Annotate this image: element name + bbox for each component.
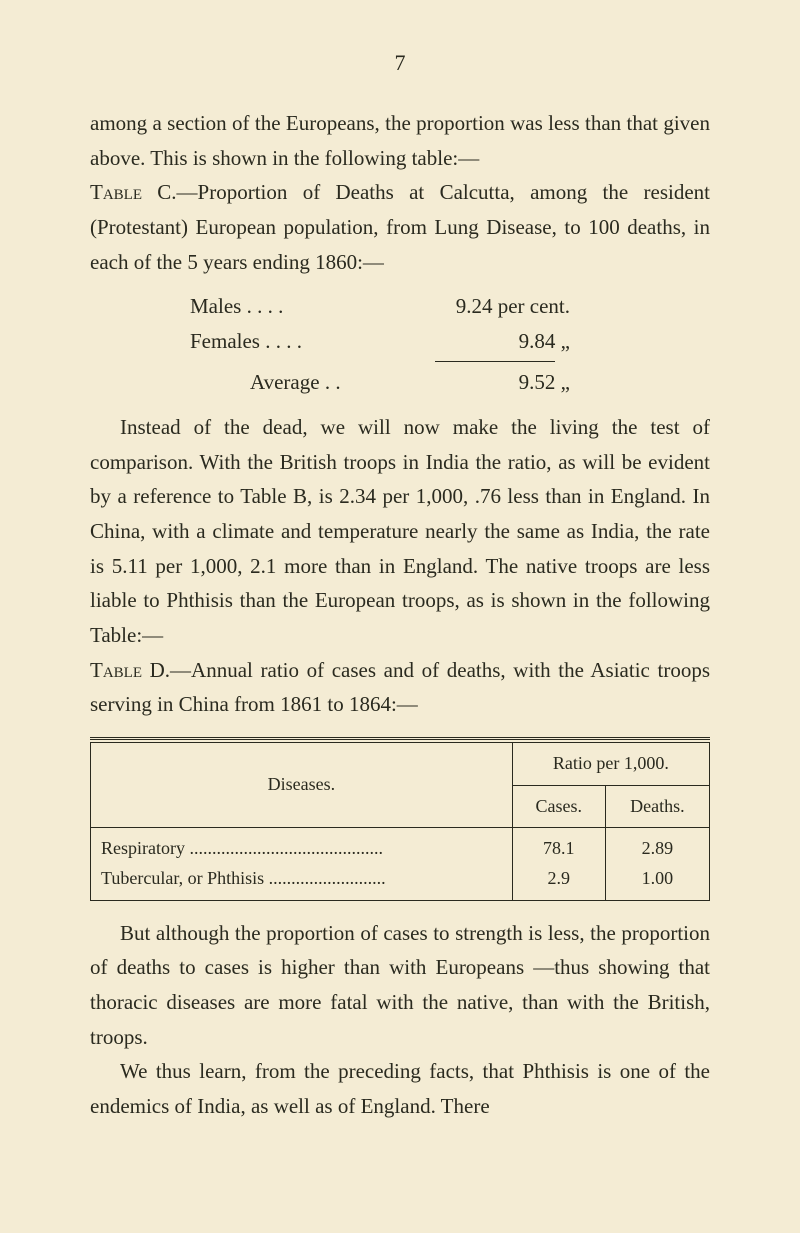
- table-c-intro: Table C.—Proportion of Deaths at Calcutt…: [90, 175, 710, 279]
- row1-label-text: Respiratory ............................…: [101, 838, 383, 858]
- table-c-text: C.—Proportion of Deaths at Calcutta, amo…: [90, 180, 710, 273]
- row1-label: Respiratory ............................…: [91, 828, 513, 900]
- row-cases: 78.1 2.9: [512, 828, 605, 900]
- diseases-header: Diseases.: [91, 742, 513, 827]
- females-label: Females . . . .: [190, 324, 370, 359]
- table-d-text: D.—Annual ratio of cases and of deaths, …: [90, 658, 710, 717]
- males-label: Males . . . .: [190, 289, 370, 324]
- table-c-label: Table: [90, 180, 142, 204]
- table-d-label: Table: [90, 658, 142, 682]
- page-content: 7 among a section of the Europeans, the …: [0, 0, 800, 1173]
- ratio-header: Ratio per 1,000.: [512, 742, 709, 785]
- row1-deaths: 2.89: [642, 838, 674, 858]
- stats-block: Males . . . . 9.24 per cent. Females . .…: [190, 289, 710, 400]
- paragraph-5: We thus learn, from the preceding facts,…: [90, 1054, 710, 1123]
- body-text: among a section of the Europeans, the pr…: [90, 106, 710, 1123]
- page-number: 7: [90, 50, 710, 76]
- table-header-row-1: Diseases. Ratio per 1,000.: [91, 742, 710, 785]
- row-deaths: 2.89 1.00: [605, 828, 709, 900]
- table-wrapper: Diseases. Ratio per 1,000. Cases. Deaths…: [90, 737, 710, 901]
- average-value: 9.52 „: [400, 365, 570, 400]
- stats-average-row: Average . . 9.52 „: [250, 365, 710, 400]
- paragraph-4: But although the proportion of cases to …: [90, 916, 710, 1055]
- table-top-rule: [90, 737, 710, 740]
- table-d-intro: Table D.—Annual ratio of cases and of de…: [90, 653, 710, 722]
- row1-cases: 78.1: [543, 838, 575, 858]
- average-label: Average . .: [250, 365, 400, 400]
- para1-text-a: among a section of the Europeans, the pr…: [90, 111, 710, 170]
- row2-deaths: 1.00: [642, 868, 674, 888]
- paragraph-1: among a section of the Europeans, the pr…: [90, 106, 710, 175]
- males-value: 9.24 per cent.: [370, 289, 570, 324]
- stats-rule: [435, 361, 555, 362]
- cases-header: Cases.: [512, 785, 605, 828]
- table-row: Respiratory ............................…: [91, 828, 710, 900]
- deaths-header: Deaths.: [605, 785, 709, 828]
- paragraph-2: Instead of the dead, we will now make th…: [90, 410, 710, 652]
- ratio-table: Diseases. Ratio per 1,000. Cases. Deaths…: [90, 742, 710, 901]
- females-value: 9.84 „: [370, 324, 570, 359]
- stats-males-row: Males . . . . 9.24 per cent.: [190, 289, 710, 324]
- stats-females-row: Females . . . . 9.84 „: [190, 324, 710, 359]
- row2-cases: 2.9: [548, 868, 571, 888]
- row2-label-text: Tubercular, or Phthisis ................…: [101, 868, 386, 888]
